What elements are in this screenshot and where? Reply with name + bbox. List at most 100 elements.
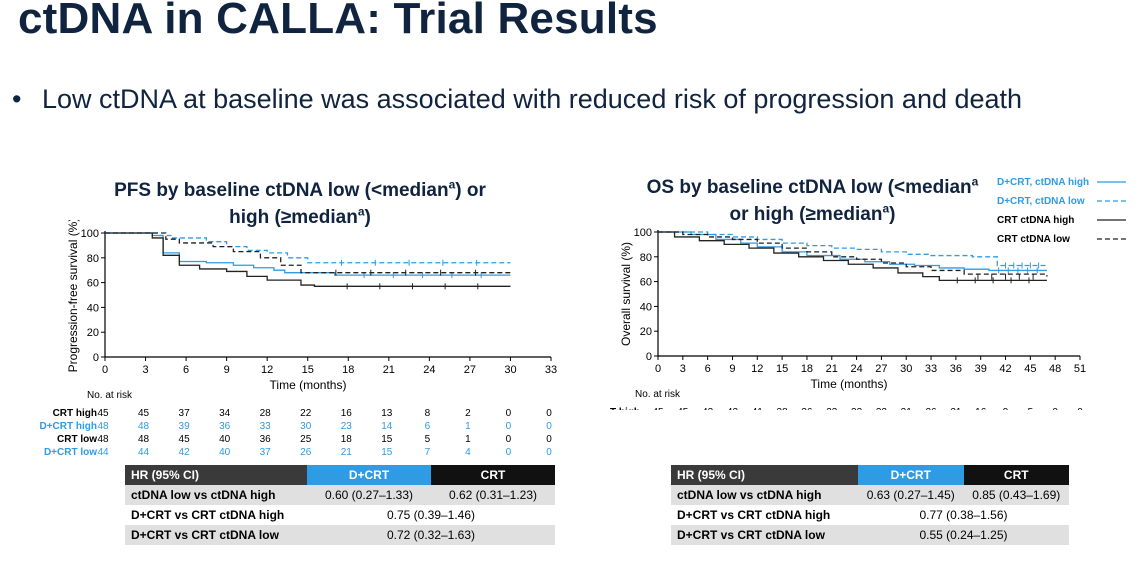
- hr-row-label: ctDNA low vs ctDNA high: [125, 485, 307, 505]
- hr-value: 0.75 (0.39–1.46): [307, 505, 555, 525]
- os-hr-table: HR (95% CI) D+CRT CRT ctDNA low vs ctDNA…: [671, 465, 1069, 545]
- hr-header-crt: CRT: [431, 465, 555, 485]
- x-tick-label: 33: [545, 364, 557, 376]
- x-tick-label: 0: [102, 364, 108, 376]
- hr-header-dcrt: D+CRT: [307, 465, 431, 485]
- at-risk-value: 48: [97, 434, 109, 445]
- at-risk-value: 15: [381, 447, 393, 455]
- os-title-text-4: ): [889, 204, 896, 225]
- at-risk-value: 25: [300, 434, 312, 445]
- at-risk-value: 42: [727, 407, 739, 410]
- at-risk-value: 32: [876, 407, 888, 410]
- at-risk-value: 26: [300, 447, 312, 455]
- at-risk-value: 38: [777, 407, 789, 410]
- hr-header-dcrt: D+CRT: [858, 465, 964, 485]
- km-curve: [105, 232, 511, 287]
- at-risk-value: 48: [97, 421, 109, 432]
- km-curve: [658, 231, 1047, 272]
- at-risk-value: 5: [425, 434, 431, 445]
- x-tick-label: 6: [183, 364, 189, 376]
- pfs-title-text-4: ): [364, 207, 371, 228]
- x-axis-title: Time (months): [270, 378, 347, 392]
- at-risk-value: 1: [465, 434, 471, 445]
- y-tick-label: 80: [640, 252, 652, 264]
- x-tick-label: 42: [999, 363, 1011, 375]
- at-risk-value: 31: [901, 407, 913, 410]
- at-risk-value: 45: [677, 407, 689, 410]
- bullet-dot-icon: •: [12, 84, 22, 114]
- pfs-title-sup-1: a: [448, 177, 456, 192]
- at-risk-value: 4: [465, 447, 471, 455]
- at-risk-value: 34: [219, 408, 231, 419]
- at-risk-value: 40: [219, 434, 231, 445]
- x-tick-label: 30: [504, 364, 516, 376]
- km-curve: [658, 231, 1048, 277]
- at-risk-value: 0: [506, 447, 512, 455]
- at-risk-value: 16: [341, 408, 353, 419]
- hr-row-label: D+CRT vs CRT ctDNA low: [671, 525, 858, 545]
- at-risk-value: 9: [1003, 407, 1009, 410]
- x-tick-label: 0: [655, 363, 661, 375]
- at-risk-value: 16: [975, 407, 987, 410]
- at-risk-row-name: CRT high: [610, 407, 640, 410]
- at-risk-value: 22: [300, 408, 312, 419]
- legend-label: CRT ctDNA high: [997, 215, 1074, 226]
- x-tick-label: 18: [342, 364, 354, 376]
- at-risk-value: 0: [546, 421, 552, 432]
- at-risk-value: 23: [341, 421, 353, 432]
- hr-header-label: HR (95% CI): [125, 465, 307, 485]
- x-tick-label: 27: [464, 364, 476, 376]
- x-tick-label: 21: [826, 363, 838, 375]
- at-risk-value: 44: [97, 447, 109, 455]
- at-risk-value: 37: [260, 447, 272, 455]
- os-title-text-1: OS by baseline ctDNA low (<median: [646, 177, 972, 198]
- at-risk-value: 33: [851, 407, 863, 410]
- x-tick-label: 51: [1074, 363, 1086, 375]
- hr-value: 0.55 (0.24–1.25): [858, 525, 1069, 545]
- at-risk-value: 44: [138, 447, 150, 455]
- hr-row-label: D+CRT vs CRT ctDNA high: [125, 505, 307, 525]
- at-risk-value: 39: [179, 421, 191, 432]
- bullet-text: Low ctDNA at baseline was associated wit…: [42, 84, 1023, 114]
- at-risk-value: 0: [546, 408, 552, 419]
- x-tick-label: 9: [224, 364, 230, 376]
- at-risk-value: 45: [179, 434, 191, 445]
- x-tick-label: 12: [751, 363, 763, 375]
- at-risk-value: 45: [97, 408, 109, 419]
- y-tick-label: 60: [640, 277, 652, 289]
- y-tick-label: 0: [646, 351, 652, 363]
- y-tick-label: 20: [640, 326, 652, 338]
- os-title-sup-2: a: [882, 201, 890, 216]
- y-tick-label: 0: [93, 352, 99, 364]
- km-curve: [658, 231, 1047, 282]
- x-tick-label: 30: [900, 363, 912, 375]
- at-risk-value: 2: [465, 408, 471, 419]
- slide-title: ctDNA in CALLA: Trial Results: [18, 0, 658, 43]
- at-risk-value: 8: [425, 408, 431, 419]
- x-tick-label: 33: [925, 363, 937, 375]
- at-risk-row-name: D+CRT high: [40, 421, 97, 432]
- at-risk-value: 36: [219, 421, 231, 432]
- at-risk-value: 36: [801, 407, 813, 410]
- hr-row-label: ctDNA low vs ctDNA high: [671, 485, 858, 505]
- legend-label: CRT ctDNA low: [997, 234, 1070, 245]
- x-tick-label: 48: [1049, 363, 1061, 375]
- at-risk-value: 45: [138, 408, 150, 419]
- y-axis-title: Overall survival (%): [619, 242, 633, 346]
- at-risk-value: 0: [506, 434, 512, 445]
- at-risk-row-name: CRT low: [57, 434, 97, 445]
- at-risk-value: 33: [826, 407, 838, 410]
- x-tick-label: 6: [705, 363, 711, 375]
- at-risk-value: 21: [950, 407, 962, 410]
- y-axis-title: Progression-free survival (%): [66, 220, 80, 372]
- y-tick-label: 40: [640, 301, 652, 313]
- x-tick-label: 15: [776, 363, 788, 375]
- y-tick-label: 100: [634, 227, 652, 239]
- y-tick-label: 40: [87, 302, 99, 314]
- hr-value: 0.62 (0.31–1.23): [431, 485, 555, 505]
- pfs-title-text-1: PFS by baseline ctDNA low (<median: [114, 180, 449, 201]
- x-tick-label: 39: [975, 363, 987, 375]
- at-risk-value: 26: [925, 407, 937, 410]
